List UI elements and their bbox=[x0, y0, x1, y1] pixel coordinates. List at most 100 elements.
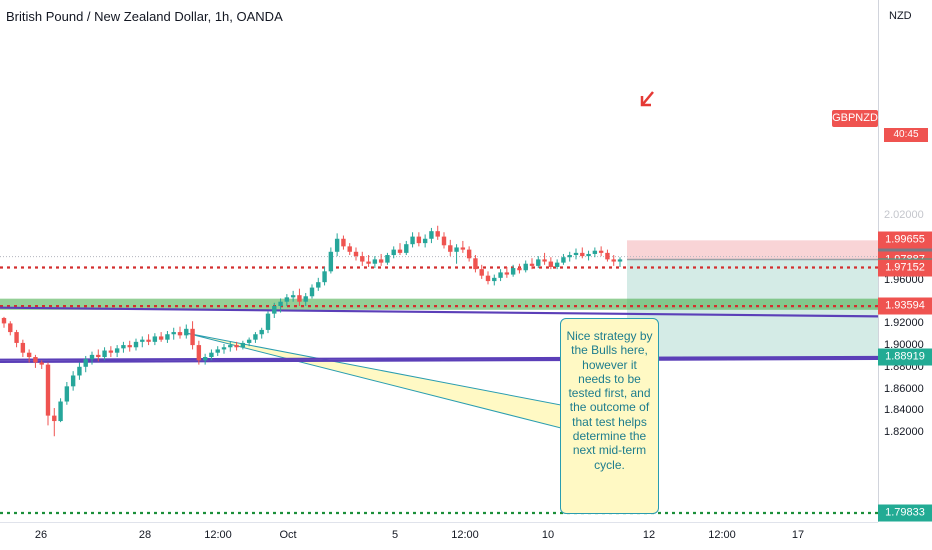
annotation-note[interactable]: Nice strategy by the Bulls here, however… bbox=[560, 318, 659, 514]
candle bbox=[221, 344, 227, 354]
stop-loss-zone bbox=[627, 240, 878, 260]
candle bbox=[253, 332, 258, 343]
candle bbox=[422, 234, 428, 248]
candle bbox=[20, 339, 26, 358]
candle-body bbox=[416, 236, 422, 244]
candle-body bbox=[385, 255, 390, 263]
candle bbox=[536, 256, 541, 269]
candle-body bbox=[152, 336, 158, 342]
candle bbox=[316, 277, 321, 291]
candle-body bbox=[259, 329, 264, 335]
candle bbox=[70, 371, 76, 391]
candle bbox=[196, 340, 202, 365]
candle bbox=[303, 293, 308, 307]
candle bbox=[127, 340, 132, 352]
candle bbox=[479, 264, 484, 279]
candle bbox=[391, 246, 396, 259]
candle bbox=[554, 259, 560, 270]
candle-body bbox=[14, 332, 19, 343]
candle bbox=[611, 255, 616, 266]
candle bbox=[58, 398, 63, 423]
candle bbox=[347, 243, 352, 256]
trendline-lower_2 bbox=[0, 357, 879, 364]
candle-body bbox=[397, 249, 403, 253]
candle bbox=[39, 360, 44, 369]
price-badge: 1.88919 bbox=[878, 348, 932, 366]
candle-body bbox=[617, 259, 623, 262]
candle-body bbox=[278, 301, 283, 307]
candle-body bbox=[473, 258, 478, 270]
candle bbox=[152, 333, 158, 346]
candle bbox=[177, 326, 183, 339]
candle bbox=[523, 260, 528, 273]
candle-body bbox=[140, 339, 145, 342]
candle-body bbox=[454, 247, 459, 252]
candle bbox=[397, 243, 403, 256]
candle-body bbox=[228, 345, 233, 348]
candle bbox=[202, 353, 208, 365]
candle bbox=[234, 341, 239, 351]
candle bbox=[605, 249, 610, 262]
time-tick-label: 28 bbox=[138, 529, 152, 541]
candle bbox=[259, 327, 264, 339]
candle-body bbox=[33, 357, 38, 363]
candle-body bbox=[328, 251, 334, 272]
candle-body bbox=[26, 352, 32, 358]
candle bbox=[573, 248, 579, 260]
candle-body bbox=[96, 354, 101, 358]
candle bbox=[529, 258, 535, 270]
candle-body bbox=[196, 345, 202, 361]
candle bbox=[8, 321, 13, 336]
candle-body bbox=[529, 263, 535, 266]
candle-body bbox=[246, 339, 252, 343]
candle-body bbox=[20, 342, 26, 353]
candle-body bbox=[146, 339, 151, 342]
candle-body bbox=[58, 401, 63, 422]
candle-body bbox=[360, 256, 365, 262]
candle bbox=[108, 346, 114, 358]
candle bbox=[598, 246, 604, 257]
candle bbox=[121, 341, 126, 353]
candle-body bbox=[253, 334, 258, 340]
candle bbox=[278, 298, 283, 313]
candle bbox=[284, 294, 290, 307]
chart-title: British Pound / New Zealand Dollar, 1h, … bbox=[6, 9, 283, 24]
candle-body bbox=[209, 352, 214, 358]
candle bbox=[190, 321, 195, 350]
candle-body bbox=[1, 317, 7, 324]
price-tick-label: 1.92000 bbox=[884, 317, 924, 330]
price-tick-label: 1.96000 bbox=[884, 274, 924, 286]
candle bbox=[378, 253, 384, 266]
candle bbox=[404, 240, 409, 256]
candle bbox=[454, 244, 459, 264]
candle bbox=[89, 351, 95, 365]
arrow-icon bbox=[640, 96, 651, 107]
candle-body bbox=[573, 252, 579, 256]
candle bbox=[64, 381, 70, 405]
candle bbox=[77, 362, 82, 380]
candle-body bbox=[410, 236, 415, 245]
candle bbox=[114, 345, 120, 358]
candle bbox=[416, 232, 422, 247]
candle-body bbox=[89, 354, 95, 360]
candle-body bbox=[171, 332, 176, 335]
candle bbox=[1, 316, 7, 328]
candle bbox=[33, 354, 38, 368]
candle-body bbox=[114, 348, 120, 353]
candle bbox=[265, 311, 271, 334]
price-tick-label: 2.02000 bbox=[884, 208, 924, 221]
candle bbox=[586, 250, 591, 261]
candle bbox=[460, 240, 466, 253]
candle bbox=[592, 247, 598, 258]
time-tick-label: 12 bbox=[642, 529, 656, 541]
candle-body bbox=[466, 249, 472, 259]
candle-body bbox=[102, 350, 107, 358]
candle-body bbox=[485, 275, 491, 282]
candle bbox=[567, 251, 572, 262]
candle-body bbox=[479, 269, 484, 276]
candle-body bbox=[39, 362, 44, 365]
candle bbox=[548, 257, 554, 270]
candle bbox=[158, 332, 164, 342]
candle bbox=[485, 271, 491, 285]
